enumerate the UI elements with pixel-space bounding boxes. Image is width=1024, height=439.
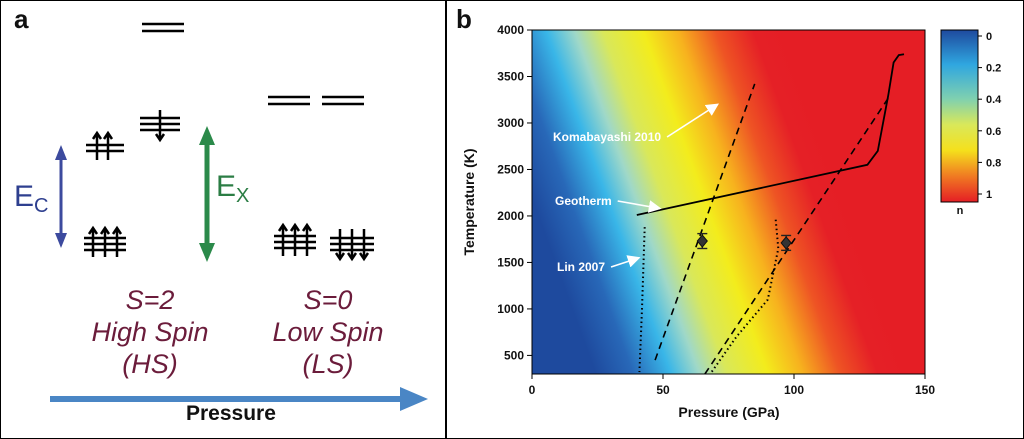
x-tick-label-1: 50 — [656, 383, 670, 397]
x-tick-label-0: 0 — [529, 383, 536, 397]
y-tick-label-7: 4000 — [497, 23, 524, 37]
colorbar-tick-label-1: 0.2 — [986, 63, 1001, 75]
ec-energy-arrow — [55, 145, 67, 248]
x-tick-label-3: 150 — [915, 383, 935, 397]
colorbar-tick-label-3: 0.6 — [986, 126, 1001, 138]
ls-t2g-left-levels — [274, 222, 316, 256]
x-tick-label-2: 100 — [784, 383, 804, 397]
curve-dashed-1 — [654, 83, 756, 361]
colorbar-tick-label-5: 1 — [986, 189, 992, 201]
y-tick-label-4: 2500 — [497, 162, 524, 176]
x-axis-label: Pressure (GPa) — [678, 404, 779, 420]
annotations-layer: Komabayashi 2010 Geotherm Lin 2007 — [553, 103, 719, 274]
y-ticks: 500 1000 1500 2000 2500 3000 3500 4000 — [497, 23, 532, 362]
panel-a-letter: a — [14, 4, 29, 34]
y-tick-label-2: 1500 — [497, 255, 524, 269]
y-tick-label-6: 3500 — [497, 69, 524, 83]
low-spin-text: S=0 Low Spin (LS) — [272, 285, 384, 379]
annotation-arrow-2 — [610, 255, 641, 268]
colorbar-tick-label-0: 0 — [986, 31, 992, 43]
ls-t2g-right-levels — [330, 229, 374, 262]
spin-state-diagram — [50, 22, 428, 411]
panel-divider — [445, 0, 447, 439]
x-ticks: 0 50 100 150 — [529, 374, 935, 397]
data-points-layer — [696, 232, 792, 252]
ex-label: EX — [216, 170, 250, 207]
hs-eg-levels — [142, 22, 184, 33]
y-axis-label: Temperature (K) — [461, 148, 477, 255]
y-tick-label-5: 3000 — [497, 116, 524, 130]
pressure-label: Pressure — [186, 402, 276, 425]
hs-t2g-levels — [84, 225, 126, 257]
high-spin-text: S=2 High Spin (HS) — [91, 285, 209, 379]
y-tick-label-0: 500 — [504, 348, 524, 362]
y-tick-label-1: 1000 — [497, 302, 524, 316]
colorbar-tick-label-2: 0.4 — [986, 94, 1002, 106]
ex-energy-arrow — [199, 126, 215, 262]
hs-mid-levels — [86, 130, 124, 160]
colorbar — [940, 29, 979, 203]
curve-dotted-3 — [638, 227, 646, 373]
curves-layer — [636, 53, 905, 374]
colorbar-label: n — [957, 205, 964, 217]
annotation-label-0: Komabayashi 2010 — [553, 130, 661, 144]
colorbar-ticks: 0 0.2 0.4 0.6 0.8 1 — [978, 31, 1002, 201]
annotation-arrow-1 — [617, 200, 662, 213]
heatmap-area — [532, 30, 925, 374]
colorbar-tick-label-4: 0.8 — [986, 157, 1001, 169]
data-point-0 — [696, 232, 708, 250]
ls-eg-levels — [268, 95, 364, 106]
plot-border — [531, 29, 926, 375]
y-tick-label-3: 2000 — [497, 209, 524, 223]
spin-transition-chart: 0 50 100 150 500 1000 1500 2000 2500 3000 3500 400… — [461, 23, 1002, 420]
annotation-arrow-0 — [666, 103, 719, 138]
annotation-label-1: Geotherm — [555, 194, 612, 208]
curve-dashed-2 — [704, 93, 892, 374]
ec-label: EC — [14, 180, 49, 217]
data-point-1 — [780, 234, 792, 252]
panel-b-letter: b — [456, 4, 472, 34]
hs-upper-right-levels — [140, 110, 180, 143]
curve-dotted-4 — [709, 219, 780, 374]
annotation-label-2: Lin 2007 — [557, 260, 605, 274]
curve-solid-0 — [636, 53, 905, 216]
pressure-arrow — [50, 387, 428, 411]
